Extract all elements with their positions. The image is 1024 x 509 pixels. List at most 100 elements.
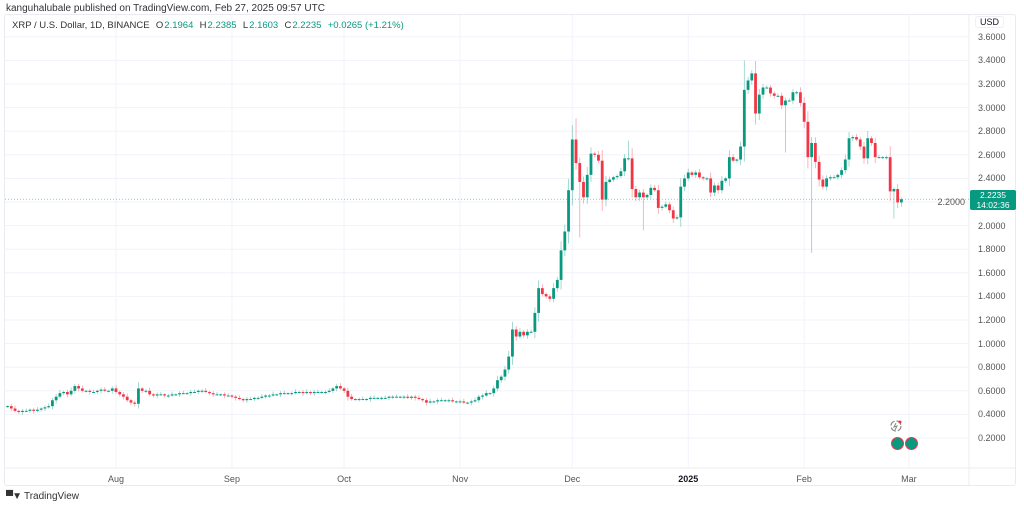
tradingview-logo[interactable]: ▀▼ TradingView — [6, 491, 79, 502]
candle-up — [608, 179, 612, 182]
candle-down — [597, 154, 600, 161]
candle-up — [469, 401, 473, 403]
candle-up — [746, 80, 750, 90]
candle-down — [211, 393, 215, 395]
candle-up — [196, 390, 200, 392]
candle-down — [417, 397, 421, 400]
candle-up — [24, 410, 28, 412]
chart-frame — [4, 14, 1016, 486]
candle-down — [514, 329, 518, 337]
candle-up — [432, 401, 436, 403]
currency-button[interactable]: USD — [975, 16, 1005, 28]
candle-down — [122, 394, 125, 397]
x-tick-label: Dec — [564, 474, 581, 484]
candle-up — [185, 393, 189, 395]
candle-up — [503, 369, 507, 377]
candle-up — [54, 396, 58, 401]
bar-countdown: 14:02:36 — [976, 199, 1010, 210]
candle-up — [881, 157, 885, 159]
candle-down — [754, 73, 757, 114]
candle-up — [305, 391, 309, 394]
candle-up — [327, 390, 331, 392]
candle-up — [275, 394, 279, 396]
candle-up — [320, 391, 324, 393]
candle-up — [638, 192, 641, 198]
replay-icon[interactable] — [889, 419, 903, 433]
candle-up — [499, 376, 503, 381]
candle-up — [612, 177, 615, 180]
change-value: +0.0265 (+1.21%) — [327, 20, 404, 31]
candle-down — [223, 394, 226, 396]
tradingview-logo-mark: ▀▼ — [6, 491, 22, 502]
candle-down — [413, 396, 417, 398]
candle-down — [769, 87, 772, 94]
candle-up — [825, 178, 828, 187]
candle-up — [286, 393, 290, 395]
candle-up — [492, 388, 496, 394]
x-tick-label: Feb — [796, 474, 812, 484]
candle-down — [425, 400, 428, 403]
candle-up — [395, 396, 398, 398]
candle-down — [301, 391, 305, 394]
flag-event-icon[interactable] — [891, 437, 904, 450]
x-tick-label: Oct — [337, 474, 352, 484]
candle-up — [267, 395, 271, 397]
candle-up — [727, 157, 731, 179]
candle-up — [810, 143, 814, 158]
symbol-title[interactable]: XRP / U.S. Dollar, 1D, BINANCE — [12, 20, 150, 31]
candle-up — [619, 171, 623, 177]
candle-up — [353, 399, 357, 401]
candle-up — [533, 312, 537, 332]
symbol-legend: XRP / U.S. Dollar, 1D, BINANCE O2.1964 H… — [12, 20, 405, 31]
candle-up — [885, 157, 888, 159]
x-tick-label: 2025 — [678, 474, 699, 484]
candle-up — [555, 279, 559, 289]
candle-up — [178, 393, 181, 395]
candle-up — [166, 395, 170, 397]
candle-up — [43, 407, 47, 409]
candle-up — [664, 204, 668, 207]
candle-down — [821, 179, 825, 187]
candle-up — [454, 401, 458, 403]
candle-up — [51, 400, 54, 407]
candle-up — [742, 89, 746, 147]
candle-up — [99, 389, 103, 391]
candle-down — [421, 399, 425, 401]
candle-up — [477, 396, 481, 401]
candle-up — [21, 410, 24, 413]
candle-up — [526, 331, 529, 336]
candle-up — [843, 159, 847, 171]
candle-up — [410, 396, 413, 398]
candle-down — [862, 146, 866, 159]
candle-up — [380, 397, 383, 399]
candle-up — [447, 400, 451, 402]
candle-up — [720, 180, 724, 191]
high-label: H — [199, 20, 207, 31]
candle-down — [148, 390, 152, 395]
candle-up — [6, 406, 9, 408]
candle-down — [103, 389, 107, 391]
candle-up — [144, 390, 148, 392]
candle-down — [780, 95, 784, 106]
candle-up — [368, 397, 372, 400]
candle-up — [840, 170, 843, 175]
candle-up — [511, 329, 514, 357]
y-tick-label: 1.2000 — [978, 315, 1006, 325]
candle-up — [507, 356, 511, 370]
open-value: 2.1964 — [164, 20, 194, 31]
candle-up — [331, 388, 335, 391]
candle-up — [155, 394, 159, 396]
candle-up — [552, 288, 555, 299]
candle-up — [776, 95, 780, 97]
candle-down — [152, 394, 155, 396]
candle-up — [297, 391, 301, 393]
y-tick-label: 2.8000 — [978, 126, 1006, 137]
candle-up — [95, 390, 99, 392]
candle-up — [529, 331, 533, 333]
candle-down — [208, 391, 211, 394]
candle-up — [193, 391, 196, 393]
candle-up — [387, 396, 391, 398]
candle-up — [496, 380, 499, 389]
flag-event-icon[interactable] — [905, 437, 918, 450]
